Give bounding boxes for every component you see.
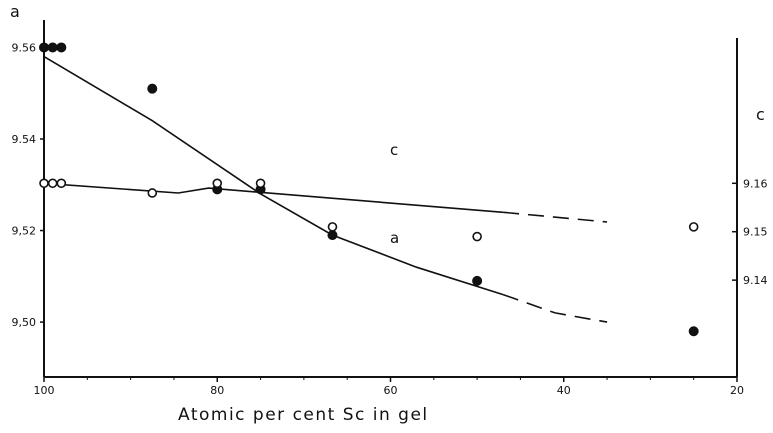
point-c (147, 188, 158, 198)
point-a (688, 326, 699, 337)
point-c (688, 222, 699, 232)
x-axis-title: Atomic per cent Sc in gel (178, 405, 429, 425)
left-y-tick-label: 9.54 (12, 133, 37, 146)
point-c (39, 178, 49, 189)
point-c (255, 178, 266, 189)
fit-line-dashed-a (502, 293, 608, 323)
fit-curves (43, 55, 608, 323)
point-c (472, 231, 482, 242)
left-y-tick-label: 9,50 (12, 316, 37, 329)
point-a (147, 83, 158, 94)
x-tick-label: 100 (34, 384, 55, 397)
x-tick-label: 80 (210, 384, 224, 397)
left-y-tick-label: 9.56 (12, 41, 37, 54)
curve-label-c: c (390, 141, 398, 159)
x-tick-label: 20 (730, 384, 744, 397)
panel-label: a (10, 2, 20, 21)
point-a (327, 230, 338, 241)
point-c (47, 178, 58, 189)
point-a (472, 275, 483, 286)
ticks: 100 80 60 40 20 9.56 9.54 9,52 9,50 9.16 9.15 9.14 (12, 41, 768, 397)
left-y-tick-label: 9,52 (12, 225, 37, 238)
point-c (327, 222, 338, 232)
point-a (56, 42, 67, 53)
point-c (212, 178, 223, 189)
axes (43, 20, 738, 378)
fit-line-a (43, 55, 504, 296)
fit-line-c (43, 182, 504, 214)
data-points (39, 42, 699, 337)
curve-label-a: a (390, 229, 399, 247)
right-y-tick-label: 9.14 (743, 274, 768, 287)
x-tick-label: 40 (557, 384, 571, 397)
right-y-tick-label: 9.15 (743, 226, 768, 239)
right-y-tick-label: 9.16 (743, 177, 768, 190)
fit-line-dashed-c (503, 211, 608, 223)
point-a (39, 42, 49, 53)
point-c (56, 178, 67, 189)
x-tick-label: 60 (384, 384, 398, 397)
right-axis-label: c (756, 105, 765, 124)
point-a (47, 42, 58, 53)
